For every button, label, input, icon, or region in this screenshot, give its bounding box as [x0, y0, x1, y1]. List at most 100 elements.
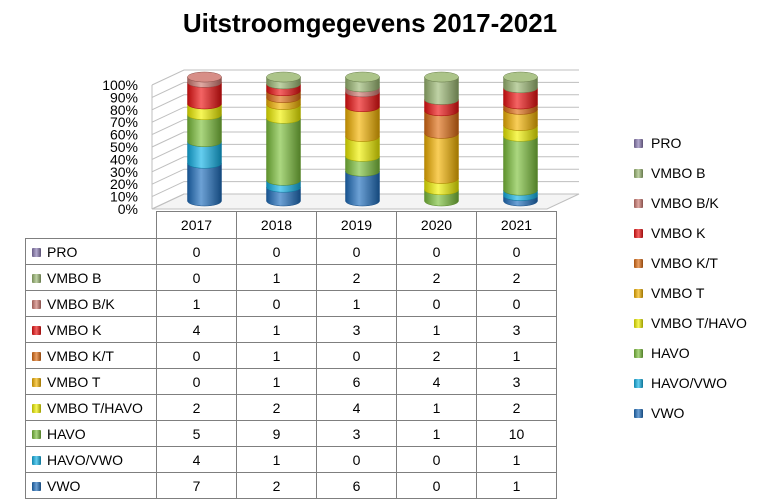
table-cell-value: 1 — [396, 316, 477, 343]
table-row: PRO 0 0 0 0 0 — [25, 238, 557, 265]
bar-segment-vmbo-t-2020 — [424, 133, 459, 184]
y-tick-label: 60% — [110, 127, 138, 143]
table-cell-value: 1 — [316, 290, 397, 317]
table-cell-value: 0 — [156, 342, 237, 369]
table-cell-value: 1 — [156, 290, 237, 317]
legend-label: VMBO T — [651, 285, 705, 301]
series-key-swatch — [32, 377, 41, 387]
table-cell-value: 0 — [316, 342, 397, 369]
table-cell-value: 0 — [396, 238, 477, 265]
table-cell-value: 1 — [476, 342, 557, 369]
legend-swatch — [634, 228, 643, 238]
bar-cap-2020 — [424, 71, 459, 83]
table-cell-value: 1 — [236, 368, 317, 395]
x-category-label: 2017 — [156, 211, 237, 239]
table-cell-value: 2 — [396, 342, 477, 369]
table-cell-value: 7 — [156, 472, 237, 499]
y-tick-label: 70% — [110, 114, 138, 130]
legend-item: VMBO T/HAVO — [634, 308, 764, 338]
y-tick-label: 80% — [110, 102, 138, 118]
table-cell-value: 1 — [476, 472, 557, 499]
table-cell-value: 2 — [236, 394, 317, 421]
series-name: VMBO B — [47, 269, 102, 286]
series-key-swatch — [32, 351, 41, 361]
legend-swatch — [634, 258, 643, 268]
legend-swatch — [634, 138, 643, 148]
bar-segment-havo-2021 — [503, 136, 538, 196]
legend-item: VMBO K — [634, 218, 764, 248]
table-cell-value: 10 — [476, 420, 557, 447]
table-cell-value: 2 — [236, 472, 317, 499]
table-cell-value: 0 — [156, 368, 237, 395]
table-cell-value: 3 — [476, 368, 557, 395]
legend-label: VMBO K — [651, 225, 706, 241]
series-key-swatch — [32, 247, 41, 257]
x-category-label: 2019 — [316, 211, 397, 239]
y-tick-label: 40% — [110, 151, 138, 167]
series-key-swatch — [32, 481, 41, 491]
table-cell-value: 0 — [156, 238, 237, 265]
table-cell-value: 1 — [396, 420, 477, 447]
table-cell-value: 2 — [476, 264, 557, 291]
legend-item: VMBO K/T — [634, 248, 764, 278]
table-cell-value: 6 — [316, 472, 397, 499]
legend-swatch — [634, 198, 643, 208]
y-tick-label: 30% — [110, 164, 138, 180]
table-cell-value: 0 — [316, 238, 397, 265]
table-cell-value: 3 — [476, 316, 557, 343]
series-name: PRO — [47, 243, 78, 260]
legend-swatch — [634, 408, 643, 418]
legend-label: VMBO T/HAVO — [651, 315, 747, 331]
table-cell-value: 2 — [396, 264, 477, 291]
table-cell-value: 1 — [236, 316, 317, 343]
table-cell-value: 9 — [236, 420, 317, 447]
legend-label: VMBO K/T — [651, 255, 718, 271]
table-row: HAVO/VWO 4 1 0 0 1 — [25, 446, 557, 473]
series-name: VMBO K/T — [47, 347, 114, 364]
table-cell-value: 3 — [316, 316, 397, 343]
legend-label: HAVO/VWO — [651, 375, 727, 391]
y-tick-label: 90% — [110, 89, 138, 105]
legend-swatch — [634, 348, 643, 358]
series-key-swatch — [32, 299, 41, 309]
table-cell-value: 0 — [396, 446, 477, 473]
y-tick-label: 50% — [110, 139, 138, 155]
table-cell-value: 0 — [156, 264, 237, 291]
bar-cap-2019 — [345, 71, 380, 83]
legend-label: HAVO — [651, 345, 690, 361]
x-category-label: 2021 — [476, 211, 557, 239]
x-category-label: 2018 — [236, 211, 317, 239]
series-name: HAVO — [47, 425, 86, 442]
table-cell-value: 1 — [236, 264, 317, 291]
series-key-swatch — [32, 325, 41, 335]
series-key-swatch — [32, 429, 41, 439]
table-cell-value: 4 — [156, 446, 237, 473]
legend: PRO VMBO B VMBO B/K VMBO K VMBO K/T VMBO T VMB… — [634, 128, 764, 428]
table-cell-value: 2 — [156, 394, 237, 421]
bar-cap-2018 — [266, 71, 301, 83]
table-cell-value: 0 — [476, 290, 557, 317]
table-cell-value: 2 — [476, 394, 557, 421]
table-cell-value: 6 — [316, 368, 397, 395]
series-name: VMBO K — [47, 321, 102, 338]
series-name: VMBO T — [47, 373, 101, 390]
legend-label: VMBO B — [651, 165, 706, 181]
table-cell-value: 0 — [396, 290, 477, 317]
bar-segment-vwo-2017 — [187, 163, 222, 207]
legend-swatch — [634, 318, 643, 328]
table-row: HAVO 5 9 3 1 10 — [25, 420, 557, 447]
table-cell-value: 4 — [156, 316, 237, 343]
table-row: VMBO B/K 1 0 1 0 0 — [25, 290, 557, 317]
table-cell-value: 0 — [316, 446, 397, 473]
table-cell-value: 2 — [316, 264, 397, 291]
y-tick-label: 10% — [110, 189, 138, 205]
table-cell-value: 1 — [476, 446, 557, 473]
series-name: VMBO T/HAVO — [47, 399, 143, 416]
x-category-label: 2020 — [396, 211, 477, 239]
table-corner — [25, 211, 157, 239]
